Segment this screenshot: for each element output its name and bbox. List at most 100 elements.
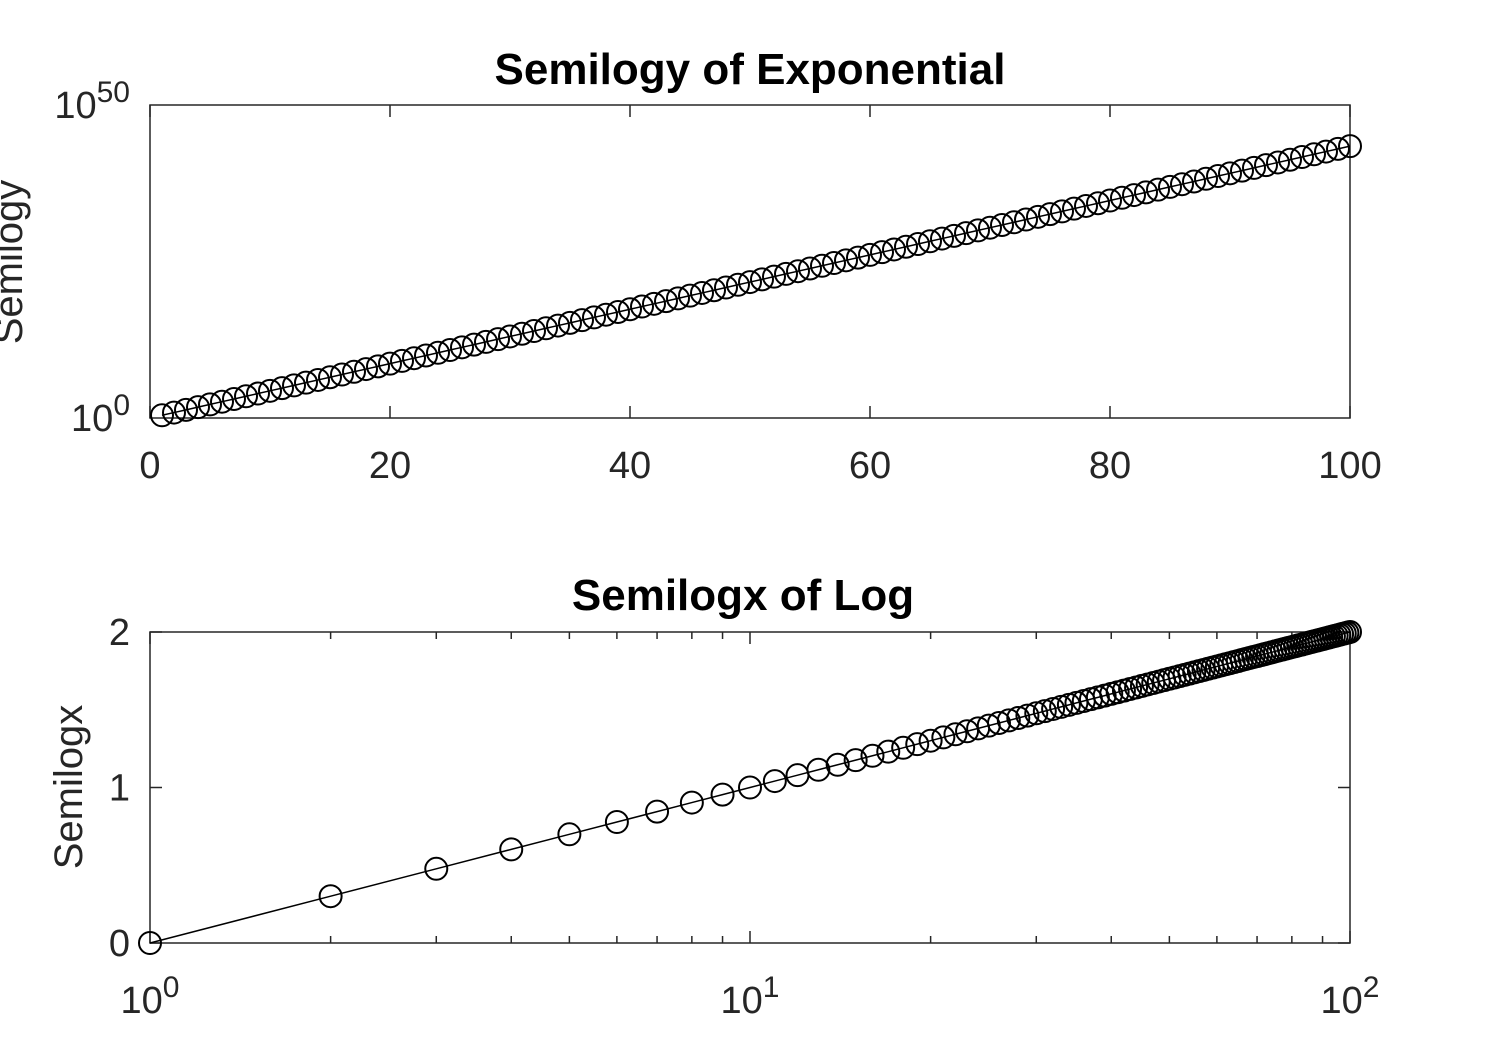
semilogy-point [678,283,702,308]
semilogx-point [891,735,916,760]
semilogy-point [690,280,714,305]
semilogy-point [966,218,990,243]
semilogy-point [1338,134,1362,159]
semilogy-point [210,389,234,414]
semilogy-tick-labels: 0 20 40 60 80 100 100 1050 [54,76,1381,487]
semilogy-point [1110,185,1134,210]
semilogy-point [1134,180,1158,205]
semilogx-point [138,931,162,955]
semilogy-point [222,386,246,411]
semilogy-point [510,321,534,346]
semilogy-point [918,229,942,254]
semilogy-point [750,267,774,292]
semilogy-point [498,324,522,349]
x-tick-label: 100 [121,971,180,1022]
semilogy-point [1122,183,1146,208]
semilogy-point [1278,147,1302,172]
y-tick-label: 100 [71,389,130,440]
semilogy-point [426,340,450,365]
semilogy-point [786,259,810,284]
x-tick-label: 20 [369,445,411,487]
semilogx-point [943,722,968,747]
semilogy-point [1038,202,1062,227]
semilogy-point [666,286,690,311]
semilogy-point [270,376,294,401]
x-tick-label: 80 [1089,445,1131,487]
semilogx-point [996,708,1021,733]
semilogy-point [1290,145,1314,170]
semilogx-point [604,809,629,834]
x-tick-label: 40 [609,445,651,487]
semilogy-point [654,289,678,314]
semilogy-point [390,348,414,373]
y-tick-label: 1 [109,768,130,810]
semilogy-ylabel: Semilogy [0,180,31,345]
semilogx-point [762,769,787,794]
semilogx-point [843,748,868,773]
semilogy-point [618,297,642,322]
semilogy-point [378,351,402,376]
semilogy-point [1254,153,1278,178]
semilogy-point [1266,150,1290,175]
semilogy-point [1182,169,1206,194]
semilogy-point [438,338,462,363]
semilogy-point [330,362,354,387]
semilogx-point [905,732,930,757]
x-tick-label: 102 [1321,971,1380,1022]
semilogy-point [1050,199,1074,224]
semilogy-point [894,234,918,259]
semilogy-point [882,237,906,262]
semilogy-point [342,359,366,384]
semilogy-point [714,275,738,300]
semilogy-point [1002,210,1026,235]
semilogy-point [186,395,210,420]
semilogy-point [858,242,882,267]
semilogx-title: Semilogx of Log [572,571,914,620]
y-tick-label: 0 [109,923,130,965]
semilogy-point [294,370,318,395]
semilogy-point [258,378,282,403]
semilogy-point [1098,188,1122,213]
semilogx-point [1032,699,1057,724]
semilogx-point [918,728,943,753]
semilogy-point [726,272,750,297]
semilogy-point [978,215,1002,240]
semilogx-point [318,884,343,909]
semilogy-point [402,346,426,371]
semilogy-point [354,357,378,382]
semilogx-point [931,725,956,750]
semilogx-tick-labels: 100 101 102 0 1 2 [109,612,1380,1022]
semilogy-point [474,329,498,354]
semilogy-point [906,232,930,257]
semilogy-point [702,278,726,303]
semilogy-point [1086,191,1110,216]
semilogy-point [366,354,390,379]
semilogy-point [738,270,762,295]
semilogx-series [138,620,1362,955]
semilogx-point [738,775,762,800]
semilogy-point [630,294,654,319]
x-tick-label: 100 [1318,445,1381,487]
semilogy-point [570,308,594,333]
semilogy-point [942,223,966,248]
semilogy-point [234,384,258,409]
semilogx-point [860,743,885,768]
semilogy-point [306,367,330,392]
semilogy-point [1194,166,1218,191]
semilogy-point [1242,155,1266,180]
semilogx-point [710,782,735,807]
semilogx-ylabel: Semilogx [47,705,91,870]
semilogy-point [822,251,846,276]
semilogy-point [1026,204,1050,229]
semilogy-plot-area [149,104,1351,419]
semilogy-point [582,305,606,330]
semilogy-point [546,313,570,338]
semilogy-point [1326,136,1350,161]
semilogx-point [825,752,850,777]
y-tick-label: 1050 [54,76,130,127]
semilogy-point [954,221,978,246]
semilogy-point [870,240,894,265]
semilogx-point [876,739,901,764]
semilogy-point [162,400,186,425]
y-tick-label: 2 [109,612,130,654]
